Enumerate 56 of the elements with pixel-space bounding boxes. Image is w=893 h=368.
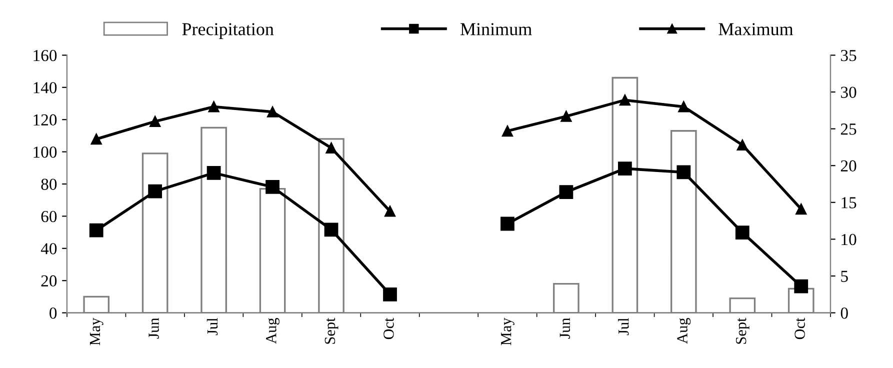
x-tick-label: Sept	[324, 318, 338, 344]
x-tick-label: Jun	[560, 318, 570, 339]
point	[618, 162, 632, 176]
point	[619, 94, 630, 106]
point	[150, 116, 161, 127]
y-tick-label: 60	[41, 210, 57, 222]
point	[384, 206, 396, 217]
y2-tick-label: 25	[840, 124, 856, 135]
x-tick-label: Aug	[266, 318, 280, 344]
point	[794, 279, 808, 294]
y-tick-label: 0	[50, 308, 57, 319]
y2-tick-label: 10	[842, 234, 856, 246]
x-tick-label: May	[501, 318, 514, 346]
point	[796, 203, 807, 215]
y2-tick-label: 0	[840, 308, 848, 319]
point	[736, 139, 748, 151]
y2-tick-label: 20	[840, 160, 856, 172]
point	[208, 101, 220, 112]
point	[559, 185, 574, 200]
y2-tick-label: 5	[841, 270, 848, 282]
point	[676, 165, 691, 180]
point	[89, 223, 104, 238]
x-tick-label: Oct	[794, 318, 805, 340]
x-tick-label: Aug	[677, 318, 691, 344]
point	[502, 125, 514, 137]
y-tick-label: 100	[34, 146, 57, 158]
x-tick-label: Jul	[206, 318, 218, 336]
legend-label: Minimum	[460, 23, 532, 36]
y2-tick-label: 15	[842, 197, 856, 208]
legend-label: Precipitation	[182, 23, 274, 39]
x-tick-label: Sept	[736, 318, 750, 344]
point	[206, 166, 221, 180]
point	[678, 101, 690, 112]
point	[560, 110, 572, 122]
y2-tick-label: 30	[841, 86, 856, 98]
point	[383, 287, 397, 302]
x-tick-label: Jun	[148, 318, 159, 339]
point	[148, 184, 162, 198]
legend-label: Maximum	[718, 23, 794, 36]
y-tick-label: 40	[40, 243, 57, 254]
x-tick-label: Oct	[384, 318, 394, 340]
point	[324, 222, 338, 237]
y-tick-label: 80	[41, 178, 57, 190]
point	[735, 226, 750, 240]
y-tick-label: 160	[34, 50, 57, 62]
x-tick-label: Jul	[618, 318, 629, 336]
y-tick-label: 140	[34, 82, 57, 94]
point	[266, 180, 280, 194]
y-tick-label: 120	[34, 114, 57, 126]
point	[326, 142, 337, 154]
point	[266, 106, 278, 118]
x-tick-label: May	[90, 318, 104, 346]
y-tick-label: 20	[41, 275, 57, 287]
y2-tick-label: 35	[841, 50, 856, 62]
point	[90, 134, 102, 145]
point	[500, 216, 514, 231]
